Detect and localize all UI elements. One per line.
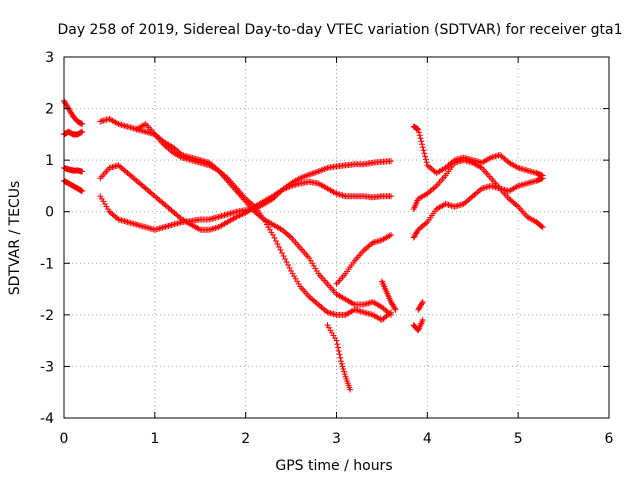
data-point — [392, 306, 399, 313]
axis-ticks: 0 1 2 3 4 5 6 -4 -3 -2 -1 0 1 2 3 — [40, 50, 614, 447]
data-point — [282, 255, 289, 262]
data-point — [286, 265, 293, 272]
data-point — [335, 347, 342, 354]
data-point — [423, 159, 430, 166]
y-tick-label--2: -2 — [40, 308, 54, 324]
y-axis-label: SDTVAR / TECUs — [7, 181, 23, 296]
data-point — [419, 298, 426, 305]
x-axis-label: GPS time / hours — [275, 458, 392, 474]
series-trace-a — [61, 128, 86, 138]
data-point — [421, 150, 428, 157]
data-point — [275, 243, 282, 250]
data-point — [341, 368, 348, 375]
data-point — [337, 354, 344, 361]
series-trace-c — [61, 164, 86, 175]
data-point — [335, 344, 342, 351]
data-point — [271, 234, 278, 241]
data-point — [277, 246, 284, 253]
data-point — [388, 158, 394, 165]
data-point — [269, 231, 276, 238]
y-tick-label--1: -1 — [40, 256, 54, 272]
data-point — [339, 363, 346, 370]
series-trace-p — [415, 298, 426, 313]
chart-title: Day 258 of 2019, Sidereal Day-to-day VTE… — [57, 22, 622, 38]
data-point — [539, 175, 546, 182]
data-point — [419, 144, 426, 151]
series-trace-g — [97, 178, 394, 233]
data-point — [79, 121, 86, 128]
series-trace-o — [410, 317, 426, 334]
data-point — [422, 153, 429, 160]
data-point — [279, 249, 285, 256]
data-point — [422, 156, 429, 163]
x-tick-label-2: 2 — [241, 431, 250, 447]
data-point — [419, 300, 426, 307]
series-trace-h — [133, 121, 394, 318]
data-point — [338, 360, 345, 367]
data-point — [336, 351, 343, 358]
series-trace-j — [333, 231, 394, 287]
y-tick-label-3: 3 — [45, 50, 54, 66]
data-point — [347, 386, 354, 393]
data-point — [420, 147, 427, 154]
data-point — [274, 240, 281, 247]
x-tick-label-4: 4 — [423, 431, 432, 447]
data-point — [538, 223, 545, 230]
data-point — [419, 317, 426, 324]
data-point — [415, 126, 422, 133]
data-point — [416, 129, 423, 136]
x-tick-label-5: 5 — [514, 431, 523, 447]
data-point — [79, 128, 86, 135]
data-point — [310, 170, 317, 177]
data-point — [333, 337, 340, 344]
x-tick-label-3: 3 — [332, 431, 341, 447]
series-trace-i — [324, 322, 354, 393]
series-trace-n — [410, 175, 546, 241]
data-point — [79, 188, 86, 195]
x-tick-label-0: 0 — [60, 431, 69, 447]
data-point — [280, 252, 287, 259]
data-point — [272, 237, 279, 244]
y-tick-label--3: -3 — [40, 359, 54, 375]
series-trace-b — [61, 97, 86, 128]
y-tick-label--4: -4 — [40, 411, 54, 427]
data-point — [418, 138, 425, 145]
data-point — [283, 258, 290, 265]
data-point — [419, 141, 426, 148]
series-trace-d — [61, 177, 86, 195]
grid-lines — [64, 57, 609, 418]
x-tick-label-1: 1 — [150, 431, 159, 447]
data-point — [539, 224, 546, 231]
data-point — [340, 366, 347, 373]
series-trace-k — [378, 278, 399, 313]
data-points — [61, 97, 546, 393]
data-point — [341, 371, 348, 378]
data-point — [79, 168, 86, 175]
data-point — [391, 305, 398, 312]
data-point — [334, 341, 341, 348]
x-tick-label-6: 6 — [605, 431, 614, 447]
data-point — [416, 132, 423, 139]
series-trace-f — [97, 115, 394, 324]
data-point — [417, 135, 424, 142]
y-tick-label-0: 0 — [45, 205, 54, 221]
y-tick-label-1: 1 — [45, 153, 54, 169]
data-point — [338, 358, 345, 365]
data-point — [388, 231, 394, 238]
data-point — [388, 193, 394, 200]
y-tick-label-2: 2 — [45, 102, 54, 118]
data-point — [285, 262, 292, 269]
series-trace-l — [410, 123, 546, 179]
data-point — [388, 311, 394, 318]
